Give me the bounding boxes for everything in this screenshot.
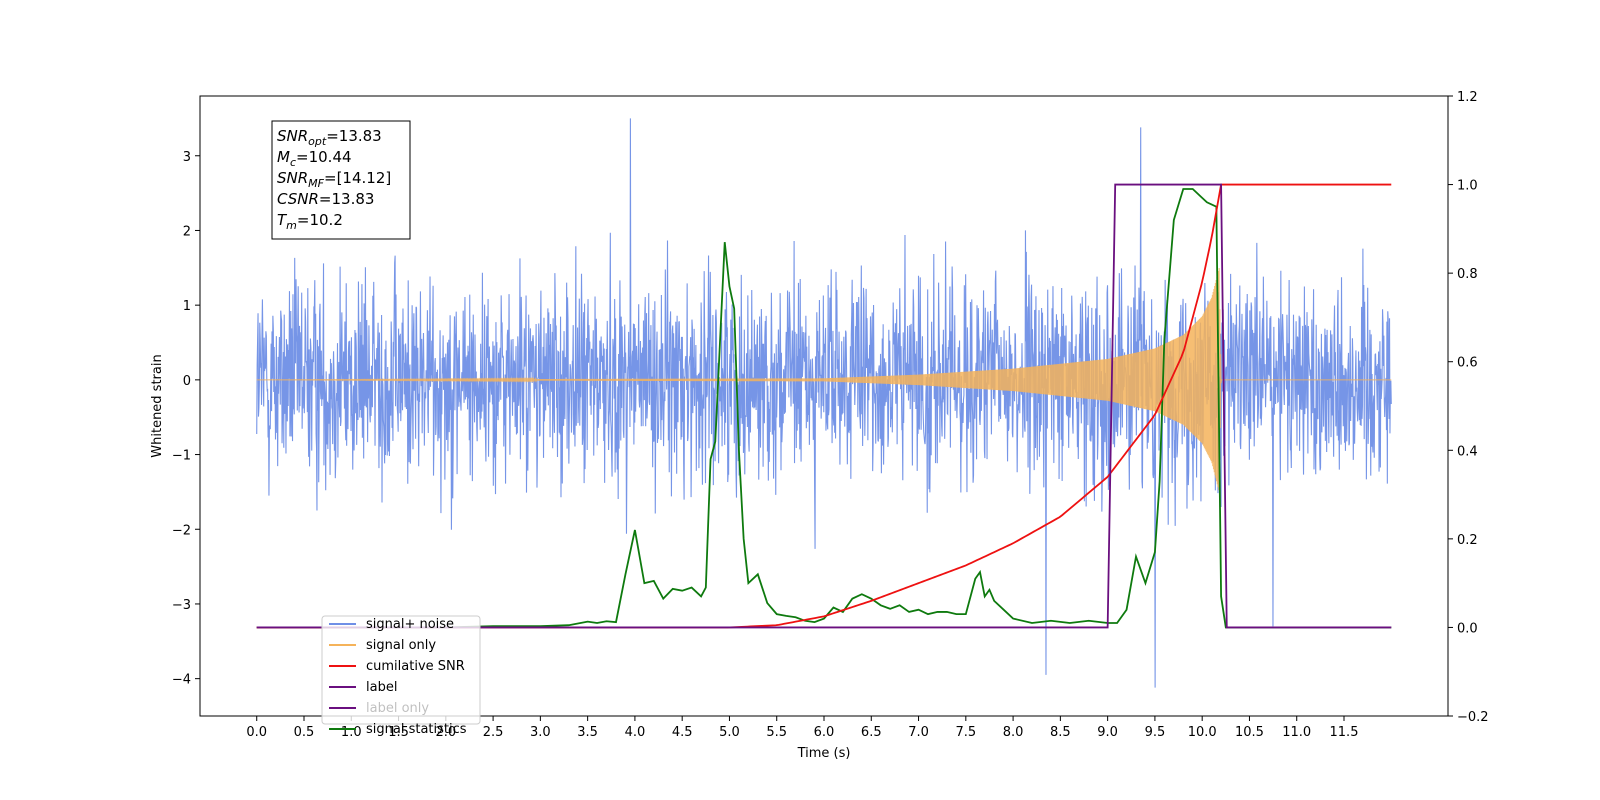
annotation-line: Mc=10.44 (277, 148, 352, 169)
x-tick-label: 9.0 (1097, 725, 1118, 740)
x-tick-label: 10.5 (1235, 725, 1264, 740)
series-signal-statistics-line (256, 188, 1392, 629)
x-tick-label: 1.5 (388, 725, 409, 740)
y-left-tick-label: −1 (172, 449, 191, 464)
x-tick-label: 3.0 (530, 725, 551, 740)
y-right-tick-label: 1.0 (1457, 179, 1478, 194)
y-left-tick-label: −3 (172, 598, 191, 613)
y-left-tick-label: −4 (172, 673, 191, 688)
y-left-tick-label: 3 (183, 150, 191, 165)
y-axis-right: −0.2 0.0 0.2 0.4 0.6 0.8 1.0 1.2 (1448, 90, 1489, 725)
x-tick-label: 2.0 (435, 725, 456, 740)
legend: signal+ noise signal only cumilative SNR la… (321, 615, 481, 737)
x-tick-label: 8.5 (1050, 725, 1071, 740)
x-tick-label: 10.0 (1188, 725, 1217, 740)
x-tick-label: 11.5 (1330, 725, 1359, 740)
annotation-frame (271, 120, 411, 240)
y-axis-label: Whitened strain (150, 354, 165, 457)
legend-entry: signal+ noise (366, 617, 454, 632)
x-tick-label: 8.0 (1003, 725, 1024, 740)
x-tick-label: 2.5 (483, 725, 504, 740)
y-right-tick-label: 0.4 (1457, 444, 1478, 459)
x-tick-label: 7.0 (908, 725, 929, 740)
x-axis-label: Time (s) (797, 746, 851, 761)
y-right-tick-label: −0.2 (1457, 710, 1489, 725)
x-tick-label: 1.0 (341, 725, 362, 740)
y-left-tick-label: 1 (183, 299, 191, 314)
legend-entry: label only (366, 701, 429, 716)
x-tick-label: 3.5 (577, 725, 598, 740)
y-right-tick-label: 1.2 (1457, 90, 1478, 105)
y-right-tick-label: 0.6 (1457, 356, 1478, 371)
y-left-tick-label: −2 (172, 523, 191, 538)
y-right-tick-label: 0.2 (1457, 533, 1478, 548)
annotation-line: SNRMF=[14.12] (277, 169, 391, 190)
y-right-tick-label: 0.8 (1457, 267, 1478, 282)
x-tick-label: 5.0 (719, 725, 740, 740)
legend-entry: signal statistics (366, 722, 467, 737)
x-tick-label: 6.5 (861, 725, 882, 740)
x-axis: 0.0 0.5 1.0 1.5 2.0 2.5 3.0 3.5 4.0 4.5 5.0 5.5 6.0 6… (246, 716, 1358, 740)
legend-entry: cumilative SNR (366, 659, 465, 674)
legend-entry: label (366, 680, 397, 695)
series-label-line (256, 183, 1392, 629)
annotation-line: Tm=10.2 (277, 211, 343, 232)
y-left-tick-label: 2 (183, 224, 191, 239)
annotation-line: CSNR=13.83 (277, 190, 374, 208)
annotation-box: SNRopt=13.83Mc=10.44SNRMF=[14.12]CSNR=13… (271, 120, 411, 240)
y-axis-left: −4 −3 −2 −1 0 1 2 3 (172, 150, 200, 688)
x-tick-label: 5.5 (766, 725, 787, 740)
y-left-tick-label: 0 (183, 374, 191, 389)
x-tick-label: 6.0 (814, 725, 835, 740)
annotation-line: SNRopt=13.83 (277, 127, 382, 148)
x-tick-label: 0.5 (294, 725, 315, 740)
x-tick-label: 4.5 (672, 725, 693, 740)
x-tick-label: 11.0 (1282, 725, 1311, 740)
x-tick-label: 4.0 (625, 725, 646, 740)
x-tick-label: 9.5 (1145, 725, 1166, 740)
series-signal-only-line (256, 268, 1392, 491)
x-tick-label: 7.5 (955, 725, 976, 740)
x-tick-label: 0.0 (246, 725, 267, 740)
y-right-tick-label: 0.0 (1457, 621, 1478, 636)
legend-frame (321, 615, 481, 725)
legend-entry: signal only (366, 638, 436, 653)
